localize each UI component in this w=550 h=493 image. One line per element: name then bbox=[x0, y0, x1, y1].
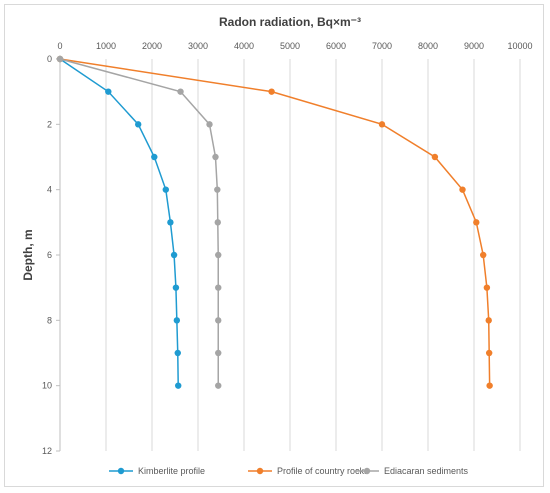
series-kimberlite-profile bbox=[56, 55, 182, 389]
series-line bbox=[59, 58, 219, 386]
data-point bbox=[459, 186, 466, 193]
data-point bbox=[431, 153, 439, 161]
axes: 0 1000 2000 3000 4000 5000 6000 7000 8000 9000 100… bbox=[42, 41, 533, 456]
legend: Kimberlite profile Profile of country roc… bbox=[109, 466, 469, 476]
data-point bbox=[214, 186, 221, 193]
x-tick-label: 0 bbox=[57, 41, 62, 51]
y-tick-label: 10 bbox=[42, 381, 52, 391]
series-ediacaran-sediments bbox=[56, 55, 222, 389]
data-point bbox=[483, 284, 491, 291]
data-point bbox=[214, 219, 221, 226]
data-point bbox=[105, 88, 112, 95]
y-tick-label: 4 bbox=[47, 185, 52, 195]
data-point bbox=[485, 349, 493, 357]
data-point bbox=[473, 219, 480, 226]
data-point bbox=[135, 121, 142, 128]
data-point bbox=[378, 121, 386, 128]
data-point bbox=[172, 284, 180, 291]
data-point bbox=[215, 251, 222, 259]
legend-marker bbox=[117, 467, 125, 475]
data-point bbox=[212, 153, 219, 161]
data-point bbox=[215, 349, 222, 357]
data-point bbox=[268, 88, 275, 95]
data-point bbox=[486, 382, 493, 389]
chart-frame: Radon radiation, Bq×m⁻³ Depth, m 0 1000 20… bbox=[4, 4, 544, 487]
series-line bbox=[59, 58, 491, 386]
legend-label: Ediacaran sediments bbox=[384, 466, 469, 476]
x-tick-label: 5000 bbox=[280, 41, 300, 51]
x-tick-label: 9000 bbox=[464, 41, 484, 51]
data-point bbox=[151, 153, 158, 161]
legend-marker bbox=[363, 467, 371, 475]
data-point bbox=[170, 251, 178, 259]
data-point bbox=[177, 88, 184, 95]
y-tick-label: 6 bbox=[47, 250, 52, 260]
data-point bbox=[56, 55, 64, 63]
series-layer bbox=[56, 55, 493, 389]
data-point bbox=[162, 186, 169, 193]
data-point bbox=[206, 121, 213, 128]
legend-item: Profile of country rocks bbox=[248, 466, 369, 476]
data-point bbox=[174, 349, 181, 357]
gridlines bbox=[59, 59, 521, 451]
data-point bbox=[215, 382, 222, 389]
y-tick-label: 12 bbox=[42, 446, 52, 456]
x-tick-label: 2000 bbox=[142, 41, 162, 51]
y-tick-label: 0 bbox=[47, 54, 52, 64]
x-tick-label: 1000 bbox=[96, 41, 116, 51]
data-point bbox=[175, 382, 182, 389]
x-tick-label: 10000 bbox=[507, 41, 532, 51]
data-point bbox=[173, 317, 181, 324]
x-tick-label: 4000 bbox=[234, 41, 254, 51]
legend-item: Ediacaran sediments bbox=[355, 466, 469, 476]
radon-depth-chart: Radon radiation, Bq×m⁻³ Depth, m 0 1000 20… bbox=[21, 15, 533, 476]
legend-label: Profile of country rocks bbox=[277, 466, 369, 476]
data-point bbox=[480, 251, 487, 259]
x-tick-label: 7000 bbox=[372, 41, 392, 51]
x-tick-label: 6000 bbox=[326, 41, 346, 51]
y-axis-title: Depth, m bbox=[21, 229, 35, 280]
legend-label: Kimberlite profile bbox=[138, 466, 205, 476]
data-point bbox=[167, 219, 174, 226]
x-tick-label: 8000 bbox=[418, 41, 438, 51]
series-line bbox=[59, 58, 179, 386]
data-point bbox=[485, 317, 492, 324]
data-point bbox=[215, 317, 222, 324]
y-tick-label: 8 bbox=[47, 315, 52, 325]
data-point bbox=[215, 284, 222, 291]
legend-item: Kimberlite profile bbox=[109, 466, 205, 476]
x-axis-title: Radon radiation, Bq×m⁻³ bbox=[219, 15, 361, 29]
legend-marker bbox=[256, 467, 264, 475]
y-tick-label: 2 bbox=[47, 119, 52, 129]
x-tick-label: 3000 bbox=[188, 41, 208, 51]
